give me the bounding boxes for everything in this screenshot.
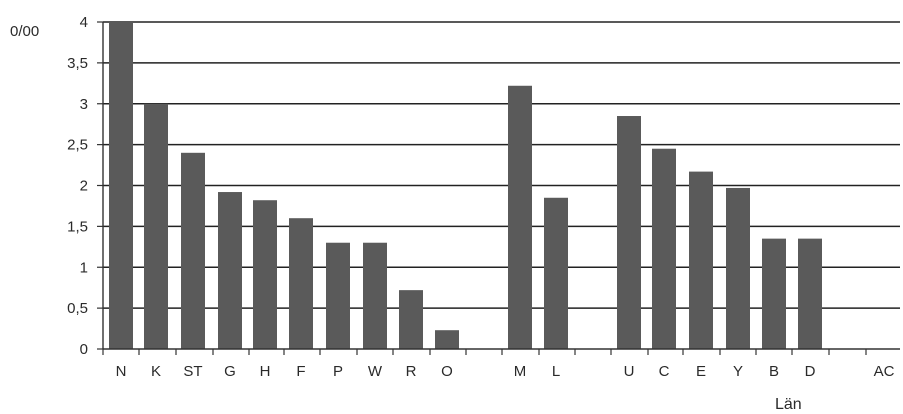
y-tick-label: 2,5	[67, 137, 88, 154]
bar-r	[399, 290, 423, 349]
x-tick-label-r: R	[406, 363, 417, 380]
y-tick-label: 3	[80, 96, 88, 113]
bar-d	[798, 238, 822, 349]
x-tick-label-h: H	[260, 363, 271, 380]
x-tick-label-g: G	[224, 363, 236, 380]
y-tick-label: 3,5	[67, 55, 88, 72]
bar-u	[617, 116, 641, 349]
x-tick-label-c: C	[659, 363, 670, 380]
x-tick-label-f: F	[296, 363, 305, 380]
x-tick-label-y: Y	[733, 363, 743, 380]
x-tick-label-w: W	[368, 363, 383, 380]
x-tick-label-m: M	[514, 363, 527, 380]
bar-o	[435, 330, 459, 349]
bar-n	[109, 22, 133, 349]
x-tick-label-u: U	[624, 363, 635, 380]
axes	[97, 21, 900, 355]
y-tick-label: 4	[80, 14, 88, 31]
x-axis-title: Län	[775, 396, 802, 413]
x-tick-label-n: N	[116, 363, 127, 380]
bar-st	[181, 152, 205, 349]
bar-k	[144, 103, 168, 349]
bar-e	[689, 171, 713, 349]
bar-m	[508, 85, 532, 349]
bars	[109, 22, 822, 349]
x-tick-label-st: ST	[183, 363, 202, 380]
x-tick-label-o: O	[441, 363, 453, 380]
y-tick-label: 2	[80, 178, 88, 195]
bar-p	[326, 242, 350, 349]
y-tick-label: 0,5	[67, 300, 88, 317]
y-tick-label: 1,5	[67, 218, 88, 235]
bar-h	[253, 200, 277, 349]
bar-f	[289, 218, 313, 349]
y-tick-label: 1	[80, 259, 88, 276]
y-tick-label: 0	[80, 341, 88, 358]
y-axis-unit-label: 0/00	[10, 23, 39, 40]
x-tick-label-e: E	[696, 363, 706, 380]
x-tick-label-b: B	[769, 363, 779, 380]
bar-c	[652, 148, 676, 349]
bar-w	[363, 242, 387, 349]
y-tick-labels: 0 0,5 1 1,5 2 2,5 3 3,5 4	[67, 14, 88, 358]
x-tick-label-p: P	[333, 363, 343, 380]
x-tick-labels: N K ST G H F P W R O M L U C E Y B D AC	[116, 363, 895, 380]
bar-b	[762, 238, 786, 349]
x-tick-label-k: K	[151, 363, 161, 380]
bar-g	[218, 192, 242, 349]
x-tick-label-ac: AC	[874, 363, 895, 380]
bar-l	[544, 197, 568, 349]
x-tick-label-d: D	[805, 363, 816, 380]
x-tick-label-l: L	[552, 363, 560, 380]
bar-y	[726, 187, 750, 349]
